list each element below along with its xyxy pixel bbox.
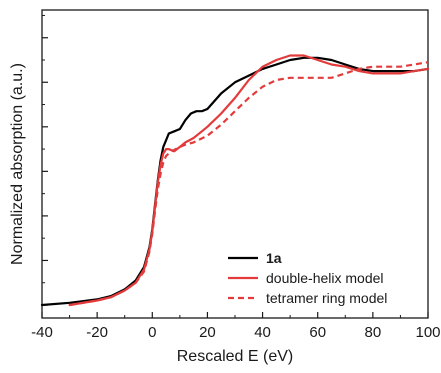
x-tick-label: -40 bbox=[31, 324, 53, 341]
legend-label-2: tetramer ring model bbox=[266, 290, 387, 306]
x-tick-label: 100 bbox=[415, 324, 440, 341]
y-axis-label: Normalized absorption (a.u.) bbox=[9, 63, 26, 265]
series-line-2 bbox=[69, 61, 429, 307]
x-tick-label: 0 bbox=[148, 324, 156, 341]
series-layer bbox=[40, 54, 430, 307]
x-axis-label: Rescaled E (eV) bbox=[177, 348, 294, 365]
x-tick-label: 80 bbox=[365, 324, 382, 341]
x-tick-label: 40 bbox=[254, 324, 271, 341]
x-tick-label: 60 bbox=[309, 324, 326, 341]
x-tick-label: 20 bbox=[199, 324, 216, 341]
legend-label-1: double-helix model bbox=[266, 270, 384, 286]
series-line-1 bbox=[68, 54, 430, 307]
legend-label-0: 1a bbox=[266, 250, 282, 266]
series-line-0 bbox=[40, 56, 430, 307]
axes: -40 -20 0 20 40 60 80 100 bbox=[31, 9, 441, 341]
legend: 1a double-helix model tetramer ring model bbox=[228, 250, 387, 306]
x-tick-label: -20 bbox=[86, 324, 108, 341]
